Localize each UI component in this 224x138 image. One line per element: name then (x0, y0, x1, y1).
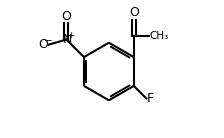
Text: CH₃: CH₃ (149, 31, 169, 41)
Text: F: F (147, 92, 154, 105)
Text: −: − (44, 36, 53, 46)
Text: O: O (129, 6, 139, 19)
Text: +: + (67, 31, 75, 40)
Text: O: O (38, 38, 48, 51)
Text: N: N (62, 33, 72, 46)
Text: O: O (61, 10, 71, 23)
